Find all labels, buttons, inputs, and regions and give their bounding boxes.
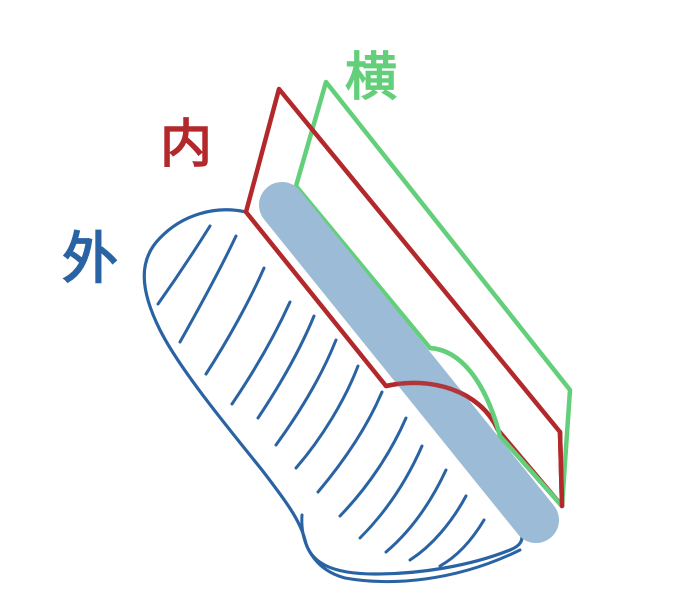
inner-plane	[243, 86, 565, 509]
hatch-line	[316, 390, 384, 494]
hatch-line	[408, 494, 468, 562]
label-outer: 外	[62, 227, 118, 292]
hatch-line	[178, 234, 238, 344]
outer-region-outline	[142, 208, 524, 576]
hatch-line	[358, 444, 424, 540]
hatch-line	[204, 266, 266, 376]
outer-hatching	[156, 224, 486, 568]
hatch-line	[156, 224, 212, 306]
hatch-line	[256, 314, 316, 420]
inner-plane-arc	[383, 380, 501, 433]
inner-plane-lower-edge	[557, 429, 565, 509]
transverse-plane-arc	[427, 345, 503, 439]
label-transverse: 横	[345, 48, 397, 108]
transverse-plane-edge	[497, 433, 565, 509]
outer-region-outline-lower	[300, 513, 522, 584]
hatch-line	[384, 468, 448, 554]
shared-edge	[259, 182, 559, 543]
hatch-line	[230, 300, 292, 406]
hatch-line	[338, 416, 408, 518]
label-inner: 内	[160, 115, 212, 175]
hatch-line	[438, 518, 486, 568]
hatch-line	[274, 338, 338, 447]
hatch-line	[294, 364, 360, 470]
